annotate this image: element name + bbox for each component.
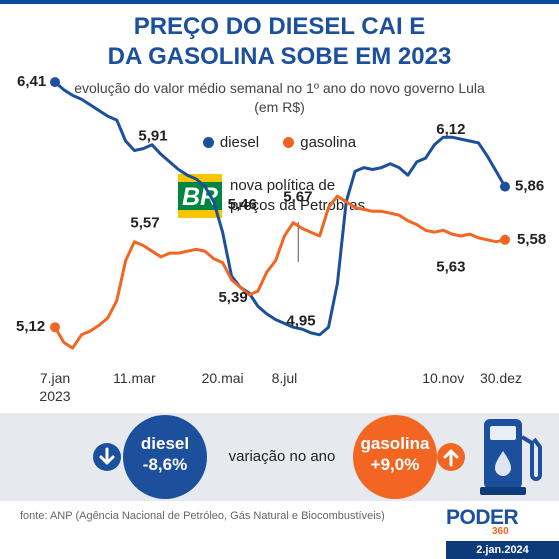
data-label-diesel-w51: 5,86 [515,178,544,195]
brand-name: PODER [446,506,519,529]
data-label-gasolina-w44: 5,63 [436,258,465,275]
source-note: fonte: ANP (Agência Nacional de Petróleo… [20,510,385,522]
endpoint-dot-gasolina-end [500,234,510,245]
brand-logo: PODER 360 [446,506,556,537]
diesel-variation-badge: diesel -8,6% [123,415,207,499]
legend-label-diesel: diesel [219,134,260,151]
diesel-variation-name: diesel [140,434,190,453]
fuel-pump-icon [480,419,542,495]
data-label-gasolina-w0: 5,12 [16,318,45,335]
endpoint-dot-gasolina-start [50,322,60,333]
x-tick-label-0-line2: 2023 [39,388,70,404]
data-label-diesel-w44: 6,12 [436,121,465,138]
legend-swatch-diesel [202,137,214,148]
chart-subtitle: evolução do valor médio semanal no 1º an… [20,79,539,117]
legend: diesel gasolina [0,134,559,151]
data-label-diesel-w9: 5,91 [138,128,167,145]
x-axis-labels-layer: 7.jan 2023 11.mar 20.mai 8.jul 10.nov 30.dez [39,370,522,404]
data-label-gasolina-w51: 5,58 [517,231,546,248]
brand-number: 360 [492,526,509,537]
x-tick-label-1: 11.mar [113,370,156,386]
data-label-diesel-w20: 5,39 [218,289,247,306]
x-tick-label-0: 7.jan [40,370,70,386]
data-label-diesel-w19: 5,46 [228,196,257,213]
legend-item-gasolina: gasolina [283,134,356,151]
top-accent-bar [0,0,559,4]
data-label-gasolina-w27: 5,67 [283,189,312,206]
gasolina-variation-value: +9,0% [370,455,420,474]
data-label-diesel-w26: 4,95 [286,312,315,329]
diesel-variation-value: -8,6% [142,455,188,474]
arrow-down-icon [93,443,121,471]
x-tick-label-4: 10.nov [422,370,464,386]
x-tick-label-5: 30.dez [480,370,522,386]
legend-item-diesel: diesel [202,134,260,151]
policy-annotation: nova política de preços da Petrobras [230,176,430,216]
subtitle-line-1: evolução do valor médio semanal no 1º an… [74,80,485,96]
variation-label: variação no ano [228,448,336,465]
subtitle-line-2: (em R$) [254,99,305,115]
series-lines-layer [50,77,510,350]
title-line-1: PREÇO DO DIESEL CAI E [133,13,426,40]
publication-date: 2.jan.2024 [446,541,559,559]
series-line-gasolina [53,194,507,350]
arrow-up-icon [437,443,465,471]
policy-note-line-1: nova política de [230,177,336,194]
data-label-gasolina-w9: 5,57 [130,215,159,232]
chart-title: PREÇO DO DIESEL CAI E DA GASOLINA SOBE E… [0,12,559,72]
title-line-2: DA GASOLINA SOBE EM 2023 [107,43,452,70]
legend-swatch-gasolina [283,137,295,148]
data-labels-layer: 6,41 5,91 5,46 5,39 4,95 6,12 5,86 5,12 5,57 5,67… [16,73,546,335]
legend-label-gasolina: gasolina [300,134,357,151]
series-line-diesel [53,80,507,337]
gasolina-variation-name: gasolina [360,434,430,453]
x-tick-label-3: 8.jul [272,370,298,386]
endpoint-dot-diesel-start [50,77,60,88]
x-tick-label-2: 20.mai [202,370,244,386]
gasolina-variation-badge: gasolina +9,0% [353,415,437,499]
data-label-diesel-w0: 6,41 [17,73,46,90]
policy-note-line-2: preços da Petrobras [230,197,366,214]
endpoint-dot-diesel-end [500,181,510,192]
